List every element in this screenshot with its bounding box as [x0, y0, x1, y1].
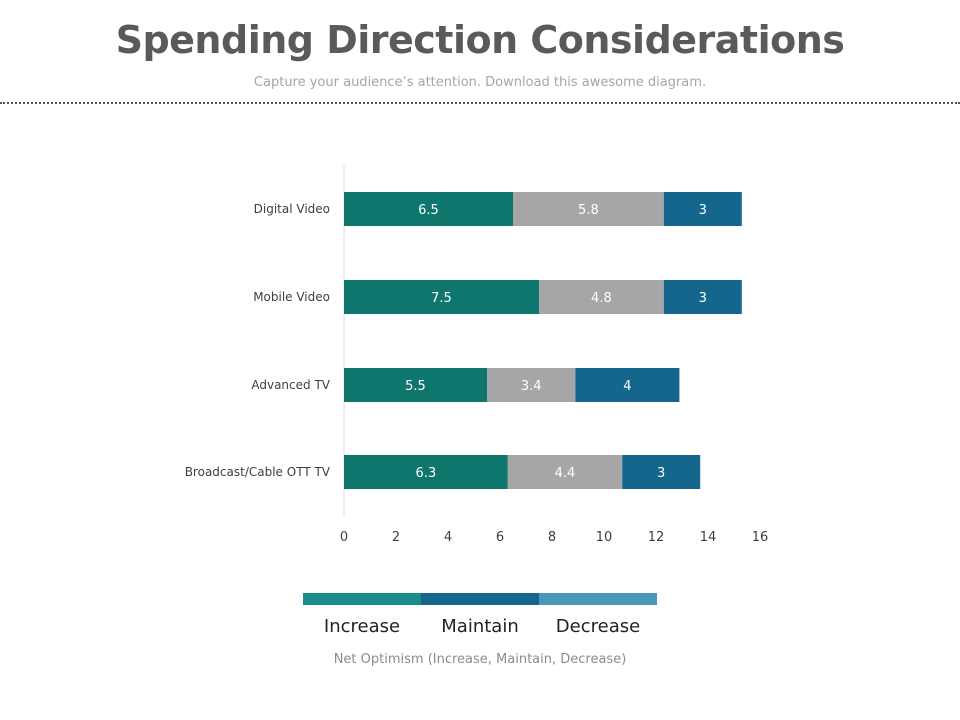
data-label: 4.8	[591, 291, 612, 306]
data-label: 3	[657, 466, 665, 481]
bar-segment	[575, 368, 680, 402]
data-label: 5.8	[578, 203, 599, 218]
data-label: 3	[699, 291, 707, 306]
legend-swatch-increase	[303, 593, 421, 605]
legend-label-decrease: Decrease	[555, 616, 641, 637]
page-title: Spending Direction Considerations	[115, 18, 845, 62]
bar-segment	[513, 192, 664, 226]
data-label: 3	[699, 203, 707, 218]
x-tick-label: 2	[392, 530, 400, 545]
category-label: Digital Video	[254, 202, 330, 216]
bar-segment	[507, 455, 623, 489]
bar-segment	[663, 192, 742, 226]
x-tick-label: 6	[496, 530, 504, 545]
bar-segment	[663, 280, 742, 314]
x-tick-label: 14	[700, 530, 717, 545]
bar-segment	[622, 455, 701, 489]
x-tick-label: 0	[340, 530, 348, 545]
legend-label-increase: Increase	[323, 616, 401, 637]
bar-segment	[344, 368, 487, 402]
data-label: 6.5	[418, 203, 439, 218]
legend-label-maintain: Maintain	[441, 616, 519, 637]
category-label: Broadcast/Cable OTT TV	[185, 465, 331, 479]
data-label: 3.4	[521, 379, 542, 394]
data-label: 6.3	[416, 466, 437, 481]
page-subtitle: Capture your audience’s attention. Downl…	[253, 75, 707, 90]
x-tick-label: 8	[548, 530, 556, 545]
category-label: Mobile Video	[253, 290, 330, 304]
bar-segment	[487, 368, 576, 402]
bar-segment	[344, 455, 508, 489]
legend-swatch-decrease	[539, 593, 657, 605]
data-label: 4	[623, 379, 631, 394]
bar-segment	[344, 192, 513, 226]
x-tick-label: 12	[648, 530, 665, 545]
bar-segment	[344, 280, 539, 314]
data-label: 4.4	[555, 466, 576, 481]
x-tick-label: 4	[444, 530, 452, 545]
data-label: 5.5	[405, 379, 426, 394]
data-label: 7.5	[431, 291, 452, 306]
x-tick-label: 16	[752, 530, 769, 545]
dotted-divider	[0, 102, 960, 104]
category-label: Advanced TV	[251, 378, 330, 392]
bar-segment	[539, 280, 664, 314]
legend-note: Net Optimism (Increase, Maintain, Decrea…	[333, 652, 627, 667]
legend-swatch-maintain	[421, 593, 539, 605]
x-tick-label: 10	[596, 530, 613, 545]
